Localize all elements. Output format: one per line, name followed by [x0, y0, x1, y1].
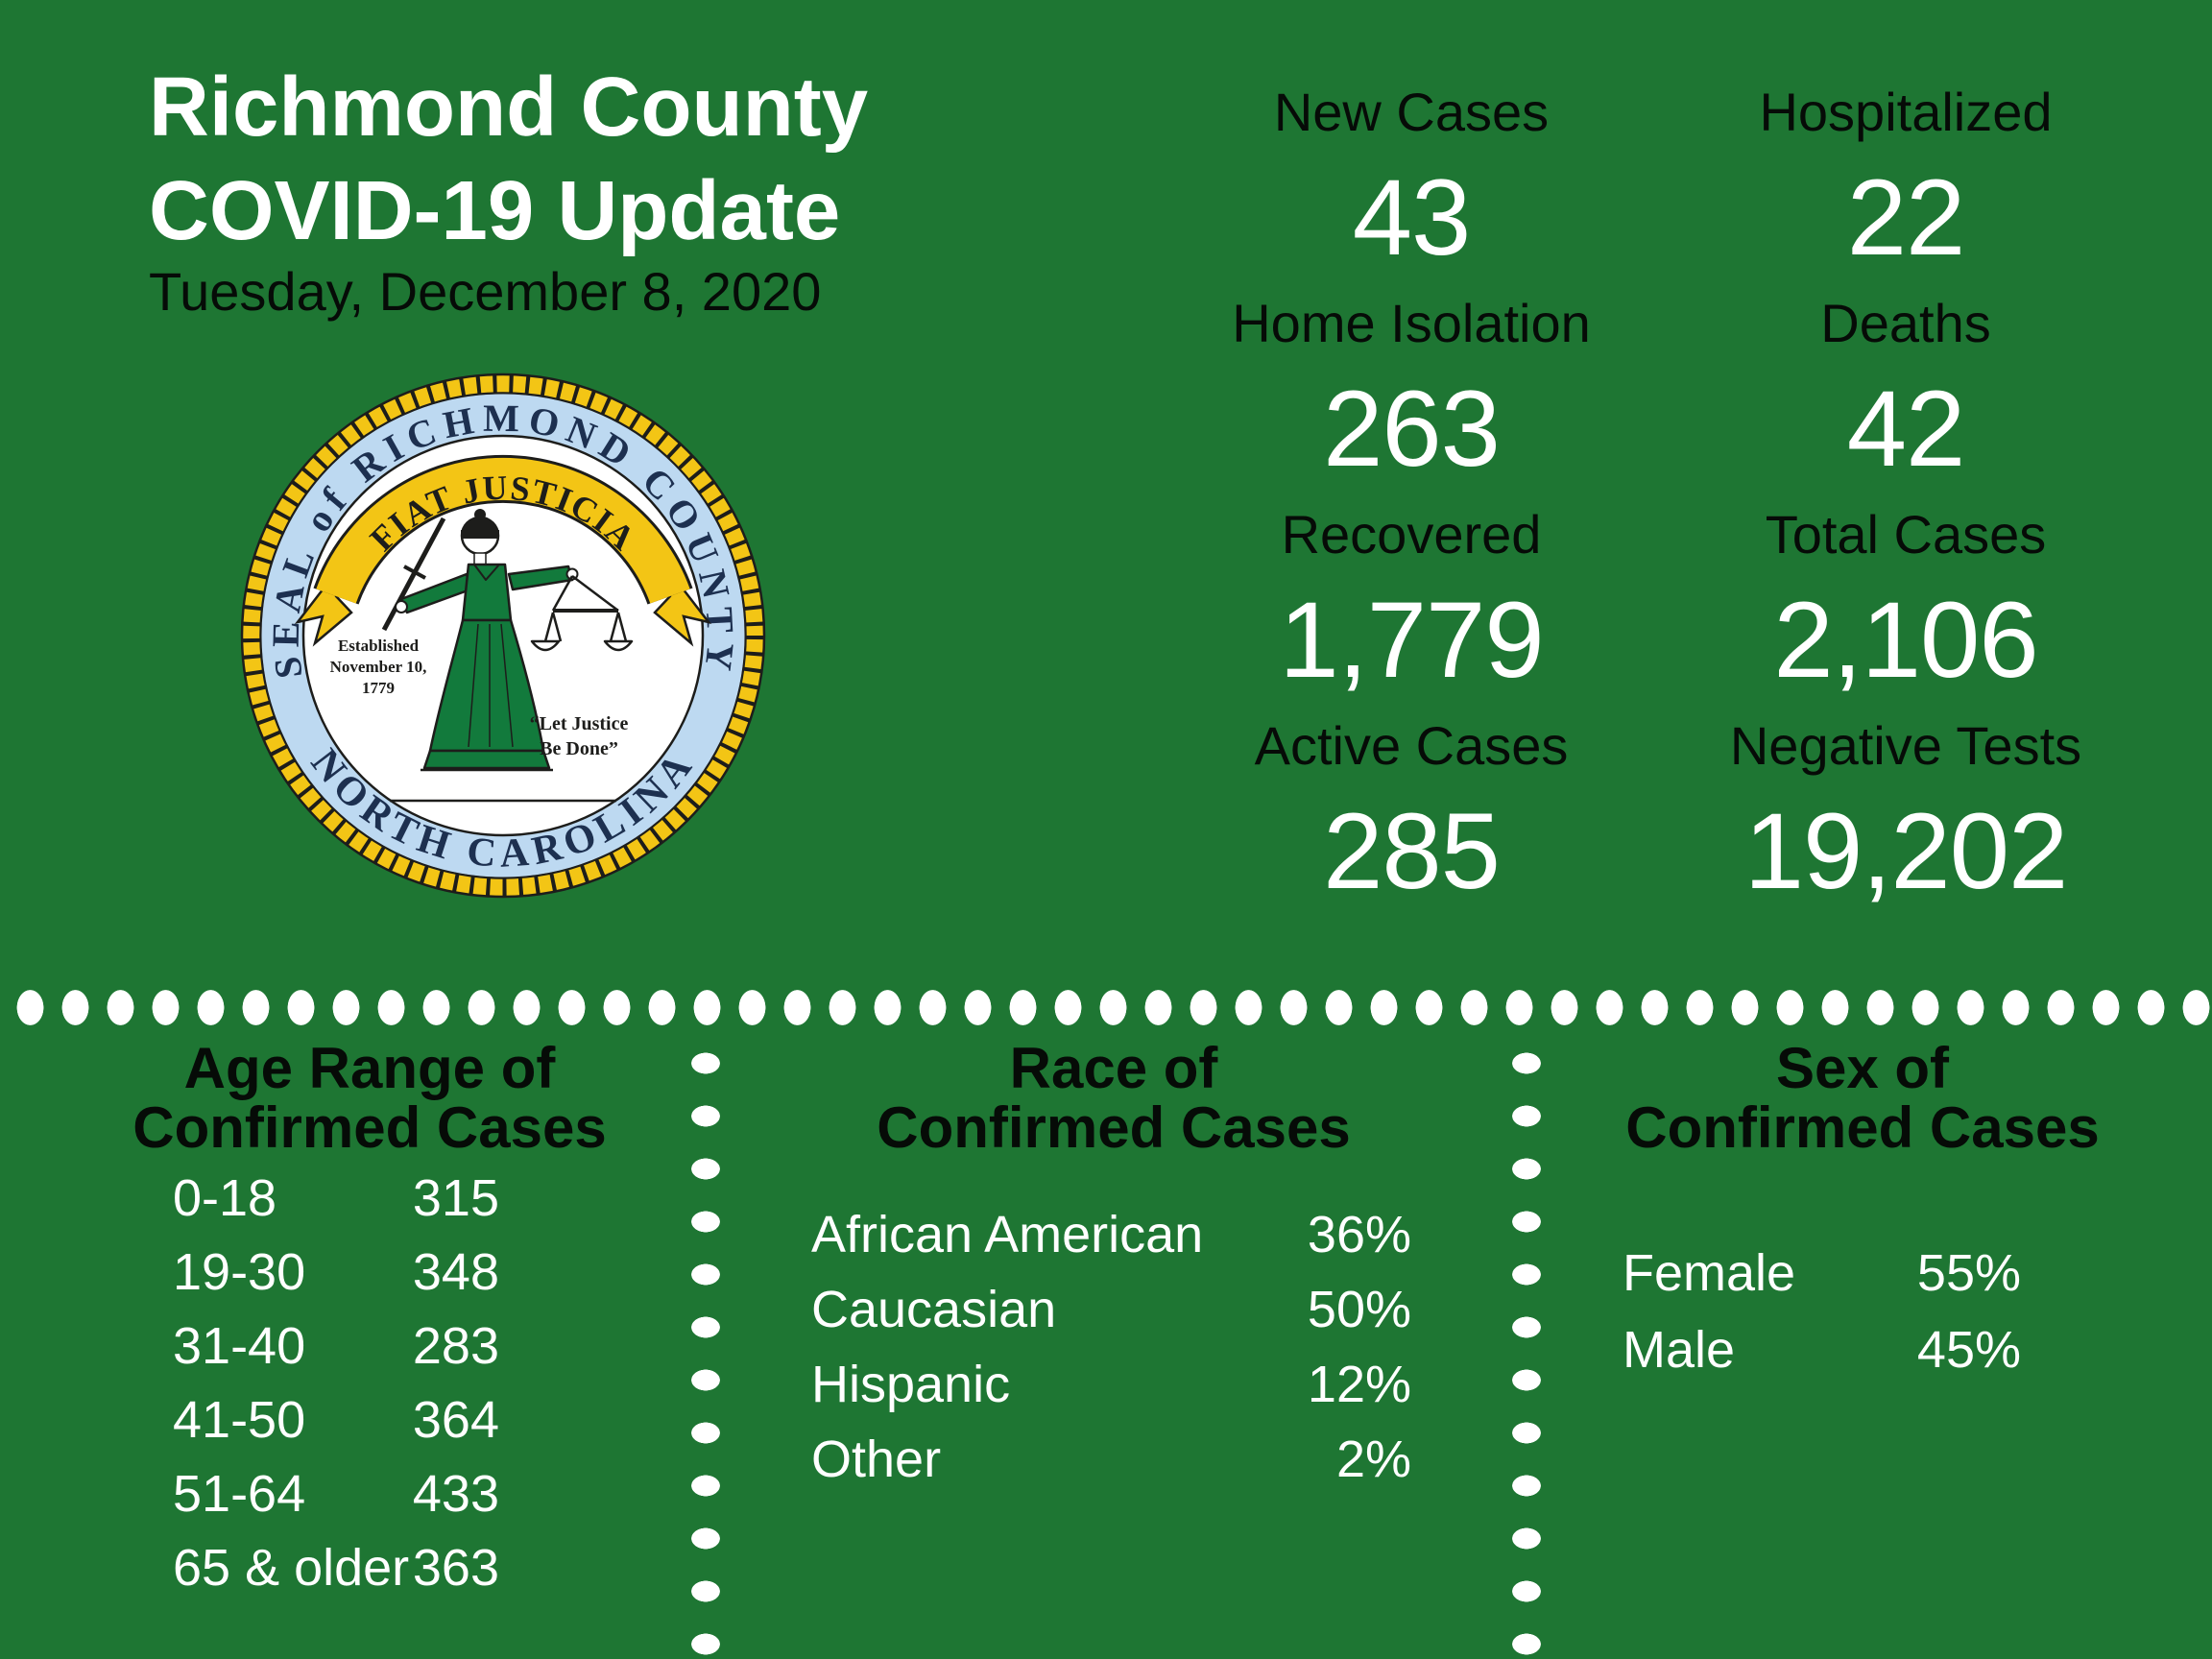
table-row: 41-50 364 — [96, 1393, 643, 1447]
race-value: 50% — [1307, 1281, 1411, 1338]
table-row: African American 36% — [730, 1208, 1498, 1262]
sex-heading-line1: Sex of — [1775, 1036, 1950, 1100]
race-heading-line2: Confirmed Cases — [877, 1095, 1351, 1160]
stat-value-active-cases: 285 — [1323, 791, 1501, 911]
age-range-value: 363 — [412, 1539, 499, 1597]
age-section: Age Range of Confirmed Cases 0-18 315 19… — [96, 1039, 643, 1615]
age-range-label: 51-64 — [173, 1465, 306, 1523]
table-row: Female 55% — [1575, 1246, 2151, 1300]
seal-rope-border — [240, 373, 766, 899]
race-label: Caucasian — [811, 1281, 1057, 1338]
table-row: Male 45% — [1575, 1323, 2151, 1377]
table-row: Other 2% — [730, 1432, 1498, 1486]
established-line2: November 10, — [330, 658, 427, 676]
age-table: 0-18 315 19-30 348 31-40 283 41-50 364 5… — [96, 1171, 643, 1595]
race-value: 36% — [1307, 1206, 1411, 1263]
vertical-dotted-divider-left — [691, 1037, 720, 1659]
stat-label-home-isolation: Home Isolation — [1232, 293, 1591, 353]
stat-label-negative-tests: Negative Tests — [1729, 715, 2082, 776]
header: Richmond County COVID-19 Update Tuesday,… — [149, 56, 868, 321]
race-label: Other — [811, 1431, 942, 1488]
stat-value-deaths: 42 — [1846, 369, 1966, 489]
scales-icon — [530, 575, 634, 652]
age-range-label: 65 & older — [173, 1539, 410, 1597]
sex-label: Male — [1623, 1321, 1736, 1379]
county-seal-icon: SEAL of RICHMOND COUNTY NORTH CAROLINA F… — [240, 373, 766, 899]
sex-heading-line2: Confirmed Cases — [1625, 1095, 2100, 1160]
age-range-value: 283 — [412, 1317, 499, 1375]
age-range-label: 19-30 — [173, 1243, 306, 1301]
stat-value-hospitalized: 22 — [1846, 157, 1966, 277]
stat-value-home-isolation: 263 — [1323, 369, 1501, 489]
age-heading-line2: Confirmed Cases — [132, 1095, 607, 1160]
page-title-line1: Richmond County — [149, 60, 869, 154]
blindfold — [461, 530, 499, 539]
table-row: Hispanic 12% — [730, 1358, 1498, 1411]
table-row: 65 & older 363 — [96, 1541, 643, 1595]
sex-value: 55% — [1916, 1244, 2021, 1302]
stat-label-active-cases: Active Cases — [1254, 715, 1569, 776]
table-row: 31-40 283 — [96, 1319, 643, 1373]
motto-line1: “Let Justice — [530, 713, 629, 734]
seal-inner-text: Established November 10, 1779 “Let Justi… — [330, 637, 629, 759]
vertical-dotted-divider-right — [1512, 1037, 1541, 1659]
sex-section: Sex of Confirmed Cases Female 55% Male 4… — [1575, 1039, 2151, 1400]
table-row: 19-30 348 — [96, 1245, 643, 1299]
stat-label-hospitalized: Hospitalized — [1759, 82, 2053, 142]
sex-table: Female 55% Male 45% — [1575, 1246, 2151, 1377]
table-row: 0-18 315 — [96, 1171, 643, 1225]
page-title-line2: COVID-19 Update — [149, 164, 841, 257]
age-range-value: 315 — [412, 1169, 499, 1227]
stat-label-recovered: Recovered — [1281, 504, 1542, 565]
stat-value-total-cases: 2,106 — [1773, 580, 2038, 700]
age-range-value: 433 — [412, 1465, 499, 1523]
age-range-label: 0-18 — [173, 1169, 277, 1227]
stats-column-left: New Cases 43 Home Isolation 263 Recovere… — [1142, 84, 1680, 929]
race-heading-line1: Race of — [1009, 1036, 1218, 1100]
horizontal-dotted-divider — [0, 990, 2212, 1025]
report-date: Tuesday, December 8, 2020 — [149, 261, 822, 322]
age-heading-line1: Age Range of — [183, 1036, 556, 1100]
stat-label-new-cases: New Cases — [1273, 82, 1550, 142]
sex-label: Female — [1623, 1244, 1796, 1302]
stat-label-total-cases: Total Cases — [1765, 504, 2047, 565]
sex-value: 45% — [1916, 1321, 2021, 1379]
motto-line2: Be Done” — [540, 738, 618, 759]
race-value: 12% — [1307, 1356, 1411, 1413]
stat-value-negative-tests: 19,202 — [1743, 791, 2069, 911]
race-label: African American — [811, 1206, 1204, 1263]
established-line3: 1779 — [362, 679, 395, 697]
age-range-label: 41-50 — [173, 1391, 306, 1449]
stat-value-recovered: 1,779 — [1279, 580, 1544, 700]
race-table: African American 36% Caucasian 50% Hispa… — [730, 1208, 1498, 1486]
age-range-value: 364 — [412, 1391, 499, 1449]
lady-justice-figure — [381, 509, 634, 803]
age-range-value: 348 — [412, 1243, 499, 1301]
sword-icon — [381, 517, 446, 632]
established-line1: Established — [338, 637, 420, 655]
race-label: Hispanic — [811, 1356, 1011, 1413]
stat-label-deaths: Deaths — [1820, 293, 1991, 353]
table-row: Caucasian 50% — [730, 1283, 1498, 1336]
stat-value-new-cases: 43 — [1352, 157, 1472, 277]
table-row: 51-64 433 — [96, 1467, 643, 1521]
age-range-label: 31-40 — [173, 1317, 306, 1375]
race-section: Race of Confirmed Cases African American… — [730, 1039, 1498, 1507]
stats-column-right: Hospitalized 22 Deaths 42 Total Cases 2,… — [1637, 84, 2175, 929]
race-value: 2% — [1335, 1431, 1411, 1488]
